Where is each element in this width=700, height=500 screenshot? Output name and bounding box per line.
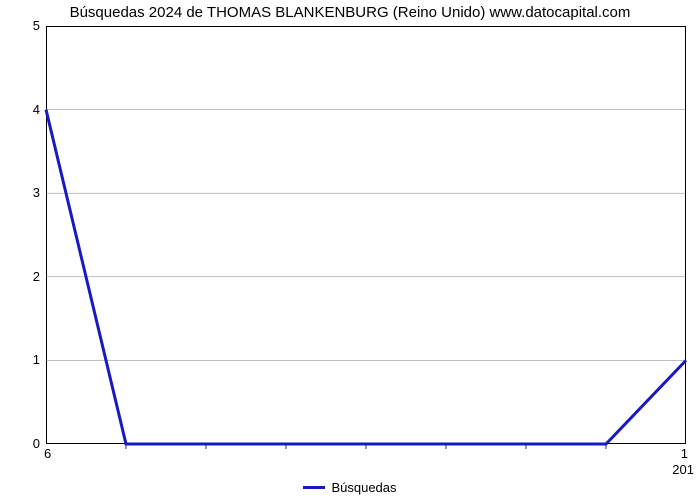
y-tick-label: 5 [10, 18, 40, 33]
y-tick-label: 3 [10, 185, 40, 200]
legend-label: Búsquedas [331, 480, 396, 495]
data-line [0, 0, 700, 500]
y-tick-label: 2 [10, 269, 40, 284]
x-left-label: 6 [44, 446, 51, 461]
line-chart: Búsquedas 2024 de THOMAS BLANKENBURG (Re… [0, 0, 700, 500]
x-right-label-2: 201 [672, 462, 694, 477]
legend-swatch [303, 486, 325, 489]
y-tick-label: 4 [10, 102, 40, 117]
x-right-label-1: 1 [681, 446, 688, 461]
legend: Búsquedas [0, 480, 700, 495]
y-tick-label: 0 [10, 436, 40, 451]
y-tick-label: 1 [10, 352, 40, 367]
